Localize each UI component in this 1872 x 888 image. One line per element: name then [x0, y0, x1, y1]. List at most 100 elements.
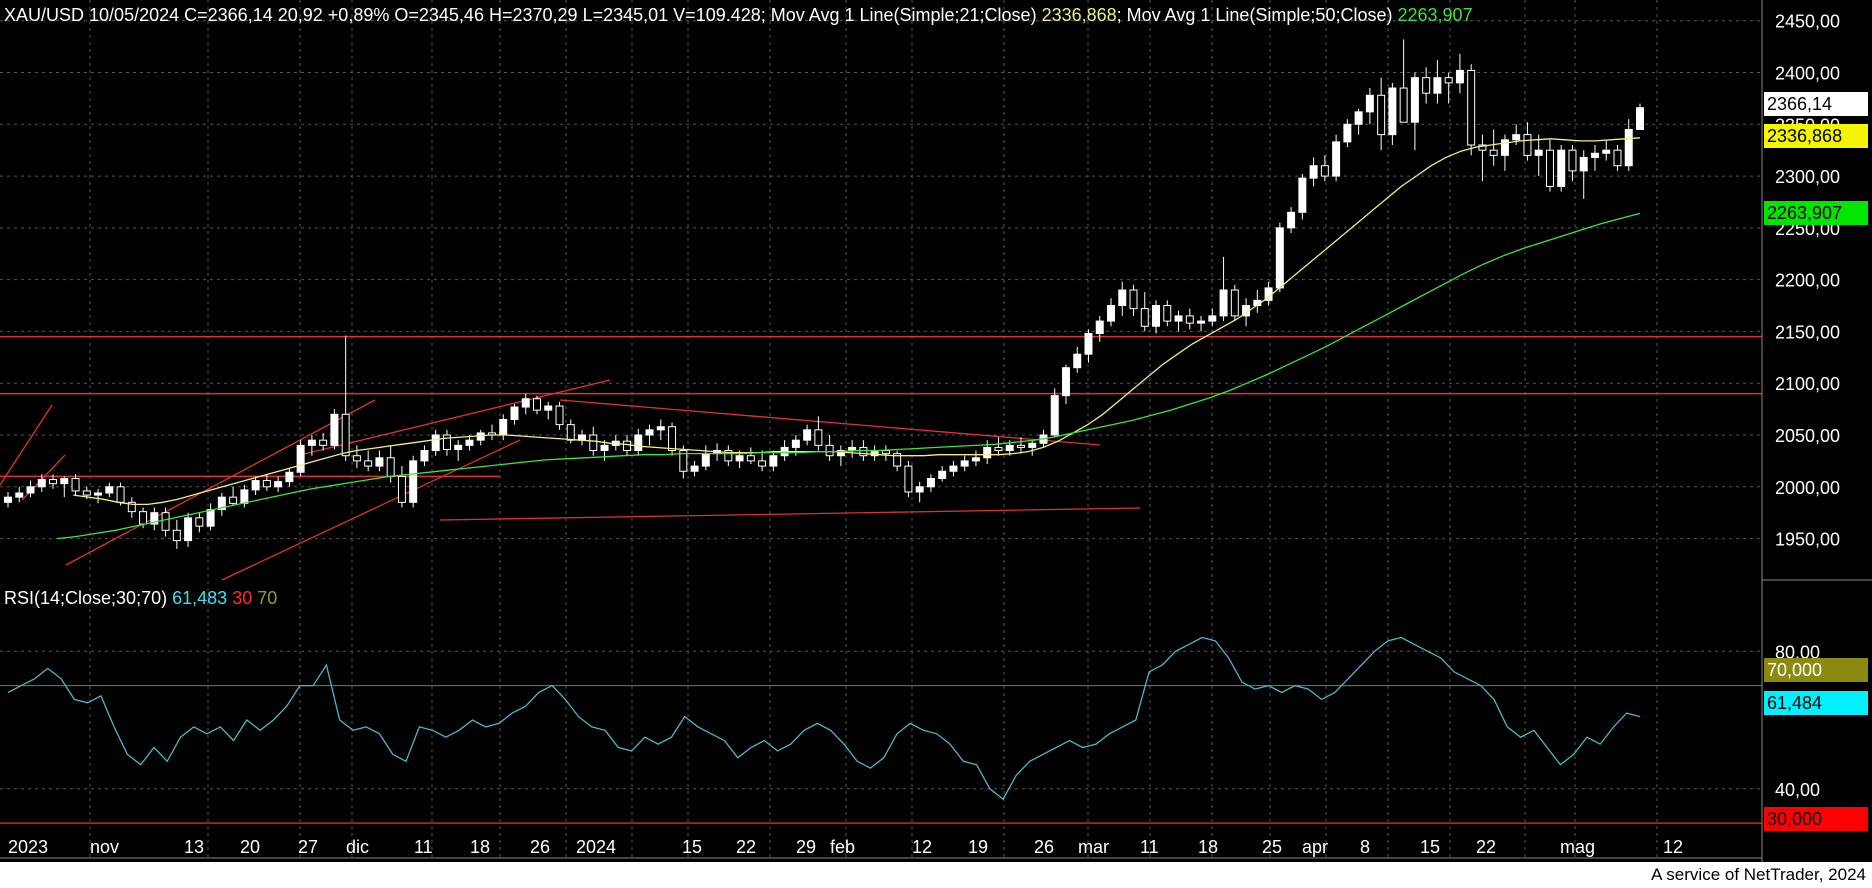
price-axis: [1762, 0, 1872, 888]
candle-body: [71, 478, 80, 492]
y-tick-label: 2200,00: [1775, 271, 1840, 291]
x-tick-label: mar: [1078, 837, 1109, 857]
x-tick-label: nov: [90, 837, 119, 857]
x-tick-label: 26: [1034, 837, 1054, 857]
candle-body: [1287, 211, 1296, 229]
candle-body: [555, 405, 564, 426]
trend-line: [221, 439, 521, 581]
candle-body: [915, 486, 924, 493]
y-tick-label: 2150,00: [1775, 322, 1840, 342]
candle-body: [1467, 69, 1476, 146]
candle-body: [161, 512, 170, 531]
candle-body: [1590, 152, 1599, 158]
trend-line: [65, 399, 376, 566]
header-open: O=2345,46: [394, 5, 484, 25]
candle-body: [926, 478, 935, 488]
trend-line: [0, 404, 53, 486]
ma50-label: ; Mov Avg 1 Line(Simple;50;Close): [1116, 5, 1393, 25]
candle-body: [1512, 134, 1521, 141]
candle-body: [1636, 107, 1644, 130]
candle-body: [465, 439, 474, 446]
candle-body: [1557, 149, 1566, 187]
candle-body: [679, 450, 688, 472]
candle-body: [150, 512, 159, 525]
candle-body: [724, 450, 733, 462]
rsi-low-level: 30: [232, 588, 253, 608]
candle-body: [1332, 141, 1341, 177]
candle-body: [1388, 87, 1397, 136]
candle-body: [1579, 156, 1588, 172]
candle-body: [623, 440, 632, 452]
candle-body: [1489, 149, 1498, 156]
header-date: 10/05/2024: [89, 5, 180, 25]
candle-body: [1174, 315, 1183, 322]
price-header: XAU/USD 10/05/2024 C=2366,14 20,92 +0,89…: [4, 3, 1473, 27]
candle-body: [1354, 111, 1363, 125]
candle-body: [330, 413, 339, 446]
candle-body: [566, 424, 575, 441]
candle-body: [397, 475, 406, 503]
candle-body: [285, 471, 294, 483]
candle-body: [1410, 77, 1419, 123]
candle-body: [206, 509, 215, 527]
candle-body: [60, 478, 69, 485]
candle-body: [240, 489, 249, 504]
candle-body: [1298, 177, 1307, 213]
candle-body: [578, 434, 587, 441]
x-tick-label: 2023: [8, 837, 48, 857]
candle-body: [1320, 165, 1329, 177]
candle-body: [814, 429, 823, 446]
candle-body: [600, 444, 609, 452]
candle-body: [1534, 149, 1543, 156]
symbol: XAU/USD: [4, 5, 85, 25]
ma21-value: 2336,868: [1041, 5, 1117, 25]
candlesticks: [4, 39, 1644, 549]
candle-body: [1129, 289, 1138, 310]
candle-body: [319, 439, 328, 446]
candle-body: [195, 517, 204, 527]
candle-body: [589, 434, 598, 452]
candle-body: [1613, 149, 1622, 167]
header-high: H=2370,29: [488, 5, 578, 25]
rsi-tick-label: 40,00: [1775, 780, 1820, 800]
candle-body: [1095, 320, 1104, 335]
candle-body: [803, 429, 812, 441]
rsi-panel: [0, 636, 1762, 824]
x-tick-label: 18: [470, 837, 490, 857]
candle-body: [701, 453, 710, 467]
candle-body: [409, 460, 418, 503]
candle-body: [1185, 315, 1194, 324]
candle-body: [510, 406, 519, 420]
candle-body: [791, 439, 800, 448]
candle-body: [386, 457, 395, 477]
x-tick-label: 29: [796, 837, 816, 857]
candle-body: [420, 450, 429, 462]
x-tick-label: 19: [968, 837, 988, 857]
candle-body: [1478, 144, 1487, 151]
candle-body: [1275, 227, 1284, 289]
candle-body: [1140, 308, 1149, 327]
candle-body: [690, 465, 699, 472]
x-tick-label: 13: [184, 837, 204, 857]
candle-body: [431, 434, 440, 452]
candle-body: [1005, 444, 1014, 452]
candle-body: [1365, 94, 1374, 113]
candle-body: [1568, 149, 1577, 172]
x-tick-label: 11: [1140, 837, 1159, 857]
candle-body: [769, 455, 778, 467]
y-tick-label: 2050,00: [1775, 426, 1840, 446]
ma21-line: [73, 137, 1641, 506]
grid: [0, 0, 1872, 862]
candle-body: [533, 398, 541, 411]
moving-averages: [56, 137, 1641, 540]
ma21-price-tag: 2336,868: [1764, 124, 1868, 148]
candle-body: [1163, 305, 1172, 322]
candle-body: [1309, 165, 1318, 179]
close-price-tag: 2366,14: [1764, 92, 1868, 116]
ma50-line: [56, 212, 1641, 540]
y-tick-label: 2450,00: [1775, 12, 1840, 32]
candle-body: [971, 457, 980, 462]
candle-body: [1152, 305, 1161, 327]
rsi-label: RSI(14;Close;30;70): [4, 588, 168, 608]
